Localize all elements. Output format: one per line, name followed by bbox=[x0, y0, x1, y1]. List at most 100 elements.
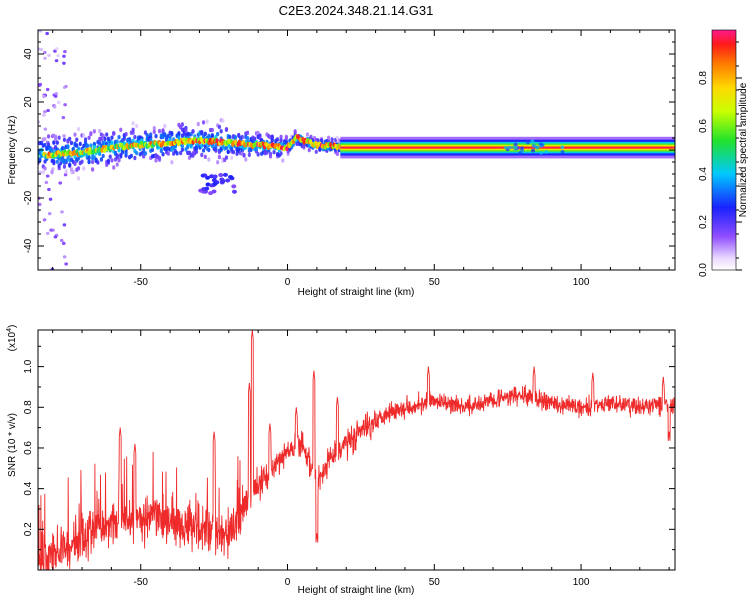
spectrogram-cell bbox=[210, 127, 214, 133]
spectrogram-cell bbox=[43, 127, 48, 131]
spectrogram-cell bbox=[285, 146, 289, 151]
snr-series-line bbox=[38, 330, 675, 570]
spectrogram-cell bbox=[205, 119, 209, 124]
spectrogram-cell bbox=[105, 132, 109, 137]
spectrogram-cell bbox=[87, 150, 91, 156]
spectrogram-cell bbox=[43, 142, 47, 148]
spectrogram-cell bbox=[224, 155, 229, 160]
spectrogram-cell bbox=[103, 136, 107, 142]
spectrogram-cell bbox=[293, 129, 297, 134]
spectrogram-cell bbox=[530, 139, 535, 144]
spectrogram-cell bbox=[60, 210, 64, 214]
spectrogram-cell bbox=[507, 145, 512, 150]
spectrogram-cell bbox=[80, 159, 84, 164]
spectrogram-cell bbox=[212, 174, 218, 179]
spectrogram-cell bbox=[157, 155, 162, 161]
spectrogram-cell bbox=[53, 235, 58, 239]
spectrogram-cell bbox=[127, 137, 132, 142]
spectrogram-cell bbox=[228, 134, 232, 140]
spectrogram-cell bbox=[69, 140, 74, 146]
spectrogram-cell bbox=[89, 143, 93, 148]
spectrogram-cell bbox=[66, 144, 70, 150]
spectrogram-cell bbox=[49, 228, 53, 232]
spectrogram-cell bbox=[201, 120, 206, 125]
spectrogram-cell bbox=[39, 47, 44, 52]
spectrogram-cell bbox=[316, 138, 320, 143]
spectrogram-x-tick-label: -50 bbox=[134, 277, 149, 288]
spectrogram-cell bbox=[98, 128, 102, 134]
spectrogram-cell bbox=[560, 145, 565, 149]
spectrogram-cell bbox=[307, 147, 311, 153]
spectrogram-cell bbox=[172, 137, 176, 142]
spectrogram-ticks: -50 0 50 100 -40 -20 0 20 40 bbox=[23, 29, 675, 288]
spectrogram-cell bbox=[61, 241, 66, 245]
spectrogram-cell bbox=[106, 158, 111, 164]
spectrogram-y-tick-label: -40 bbox=[23, 238, 34, 253]
spectrogram-cell bbox=[194, 149, 199, 154]
spectrogram-cell bbox=[219, 129, 223, 134]
spectrogram-cell bbox=[189, 144, 193, 149]
spectrogram-cell bbox=[560, 150, 565, 154]
spectrogram-cell bbox=[131, 138, 135, 144]
spectrogram-cell bbox=[54, 59, 59, 63]
spectrogram-y-label: Frequency (Hz) bbox=[7, 116, 18, 185]
spectrogram-cell bbox=[281, 158, 285, 163]
spectrogram-cell bbox=[247, 152, 251, 158]
spectrogram-cell bbox=[221, 118, 225, 123]
spectrogram-cell bbox=[242, 152, 246, 158]
spectrogram-cell bbox=[43, 56, 47, 60]
spectrogram-cell bbox=[214, 148, 218, 153]
spectrogram-cell bbox=[53, 49, 57, 53]
colorbar-gradient bbox=[711, 29, 737, 271]
colorbar-tick-label: 0.6 bbox=[698, 119, 709, 133]
spectrogram-cell bbox=[211, 189, 217, 194]
spectrogram-cell bbox=[143, 151, 148, 156]
snr-frame bbox=[37, 329, 676, 571]
spectrogram-cell bbox=[244, 157, 248, 162]
spectrogram-cell bbox=[124, 132, 128, 137]
spectrogram-cell bbox=[518, 151, 523, 155]
spectrogram-cell bbox=[240, 134, 244, 140]
snr-y-tick-label: 0.8 bbox=[23, 400, 34, 414]
spectrogram-cell bbox=[87, 155, 91, 160]
spectrogram-cell bbox=[210, 133, 214, 138]
spectrogram-cell bbox=[44, 180, 49, 185]
spectrogram-cell bbox=[96, 160, 100, 165]
spectrogram-cell bbox=[38, 82, 43, 87]
spectrogram-cell bbox=[115, 139, 119, 144]
spectrogram-cell bbox=[101, 133, 105, 138]
spectrogram-cell bbox=[61, 115, 66, 120]
snr-x-tick-label: -50 bbox=[134, 577, 149, 588]
spectrogram-cell bbox=[180, 143, 185, 149]
spectrogram-y-tick-label: 20 bbox=[23, 96, 34, 108]
snr-y-label: SNR (10 * v/v) bbox=[7, 413, 18, 477]
spectrogram-cell bbox=[52, 140, 56, 145]
spectrogram-cell bbox=[196, 121, 200, 127]
spectrogram-cell bbox=[180, 147, 185, 152]
chart-title: C2E3.2024.348.21.14.G31 bbox=[279, 3, 434, 18]
spectrogram-cell bbox=[52, 105, 57, 109]
spectrogram-cell bbox=[46, 134, 51, 139]
spectrogram-cell bbox=[57, 135, 61, 140]
spectrogram-cell bbox=[314, 149, 318, 154]
spectrogram-x-tick-label: 50 bbox=[429, 277, 441, 288]
spectrogram-cell bbox=[87, 159, 91, 165]
spectrogram-cell bbox=[75, 143, 79, 148]
spectrogram-cell bbox=[42, 218, 47, 222]
spectrogram-cell bbox=[42, 94, 46, 99]
spectrogram-cell bbox=[203, 154, 207, 160]
spectrogram-cell bbox=[83, 140, 88, 145]
colorbar-label: Normalized spectral amplitude bbox=[738, 82, 749, 217]
spectrogram-cell bbox=[56, 54, 60, 58]
spectrogram-cell bbox=[245, 130, 250, 136]
snr-panel: -50 0 50 100 0.2 0.4 0.6 0.8 1.0 Height of strai… bbox=[6, 325, 676, 596]
snr-x-tick-label: 0 bbox=[285, 577, 291, 588]
spectrogram-cell bbox=[129, 153, 133, 159]
spectrogram-cell bbox=[230, 155, 234, 160]
spectrogram-cell bbox=[50, 169, 54, 175]
spectrogram-cell bbox=[539, 151, 544, 155]
spectrogram-cell bbox=[319, 138, 324, 143]
spectrogram-cell bbox=[51, 167, 55, 171]
colorbar-tick-label: 0.4 bbox=[698, 167, 709, 181]
spectrogram-cell bbox=[275, 137, 280, 142]
